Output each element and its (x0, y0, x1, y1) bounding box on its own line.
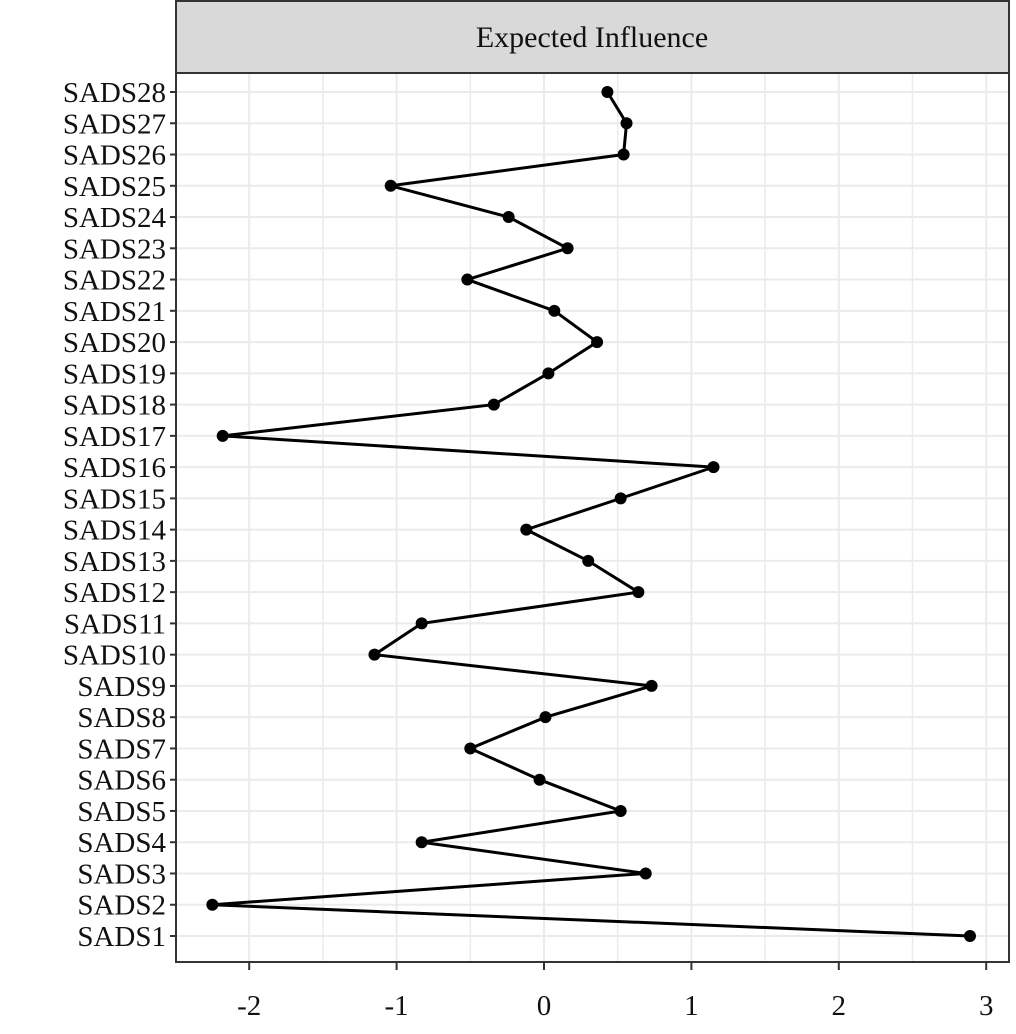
x-tick-label: 3 (979, 990, 994, 1022)
x-tick-label: -2 (237, 990, 261, 1022)
y-tick-label: SADS23 (63, 233, 166, 265)
data-point-sads19 (542, 367, 555, 380)
data-point-sads4 (415, 836, 428, 849)
panel-background (176, 73, 1009, 962)
strip-title: Expected Influence (476, 21, 708, 54)
x-tick-label: 1 (684, 990, 699, 1022)
data-point-sads27 (620, 117, 633, 130)
x-tick-label: 0 (537, 990, 552, 1022)
y-tick-label: SADS19 (63, 358, 166, 390)
y-tick-label: SADS6 (77, 765, 166, 797)
data-point-sads24 (502, 211, 515, 224)
y-tick-label: SADS17 (63, 421, 166, 453)
y-tick-label: SADS1 (77, 921, 166, 953)
y-tick-label: SADS14 (63, 515, 167, 547)
data-point-sads10 (368, 648, 381, 661)
data-point-sads1 (963, 930, 976, 942)
y-tick-label: SADS8 (77, 702, 166, 734)
x-tick-label: -1 (385, 990, 409, 1022)
y-tick-label: SADS2 (77, 890, 166, 922)
y-tick-label: SADS12 (63, 577, 166, 609)
data-point-sads26 (617, 148, 630, 161)
y-tick-label: SADS18 (63, 390, 166, 422)
data-point-sads22 (461, 273, 474, 286)
y-tick-label: SADS22 (63, 265, 166, 297)
data-point-sads20 (591, 336, 604, 349)
y-tick-label: SADS28 (63, 77, 166, 109)
data-point-sads28 (601, 86, 614, 98)
data-point-sads2 (206, 898, 219, 911)
data-point-sads13 (582, 554, 595, 567)
data-point-sads7 (464, 742, 477, 755)
y-tick-label: SADS20 (63, 327, 166, 359)
y-tick-label: SADS10 (63, 640, 166, 672)
data-point-sads21 (548, 304, 561, 317)
strip-background (175, 0, 1010, 74)
y-tick-label: SADS26 (63, 140, 166, 172)
data-point-sads15 (614, 492, 627, 505)
panel-border (175, 72, 1010, 963)
data-point-sads6 (533, 773, 546, 786)
data-point-sads17 (216, 429, 229, 442)
y-tick-label: SADS15 (63, 483, 166, 515)
y-tick-label: SADS24 (63, 202, 167, 234)
data-point-sads5 (614, 804, 627, 817)
y-tick-label: SADS21 (63, 296, 166, 328)
data-point-sads14 (520, 523, 533, 536)
data-point-sads16 (707, 461, 720, 474)
data-point-sads12 (632, 586, 645, 599)
data-point-sads18 (487, 398, 500, 411)
data-point-sads8 (539, 711, 552, 724)
series-line (212, 91, 971, 938)
y-tick-label: SADS5 (77, 796, 166, 828)
y-tick-label: SADS11 (64, 608, 166, 640)
y-tick-label: SADS9 (77, 671, 166, 703)
y-tick-label: SADS3 (77, 858, 166, 890)
data-point-sads25 (384, 179, 397, 192)
y-tick-label: SADS16 (63, 452, 166, 484)
data-point-sads23 (561, 242, 574, 255)
y-tick-label: SADS13 (63, 546, 166, 578)
y-tick-label: SADS25 (63, 171, 166, 203)
data-point-sads9 (645, 679, 658, 692)
y-tick-label: SADS27 (63, 108, 166, 140)
y-tick-label: SADS7 (77, 733, 166, 765)
y-tick-label: SADS4 (77, 827, 166, 859)
x-tick-label: 2 (832, 990, 847, 1022)
data-point-sads11 (415, 617, 428, 630)
data-point-sads3 (639, 867, 652, 880)
